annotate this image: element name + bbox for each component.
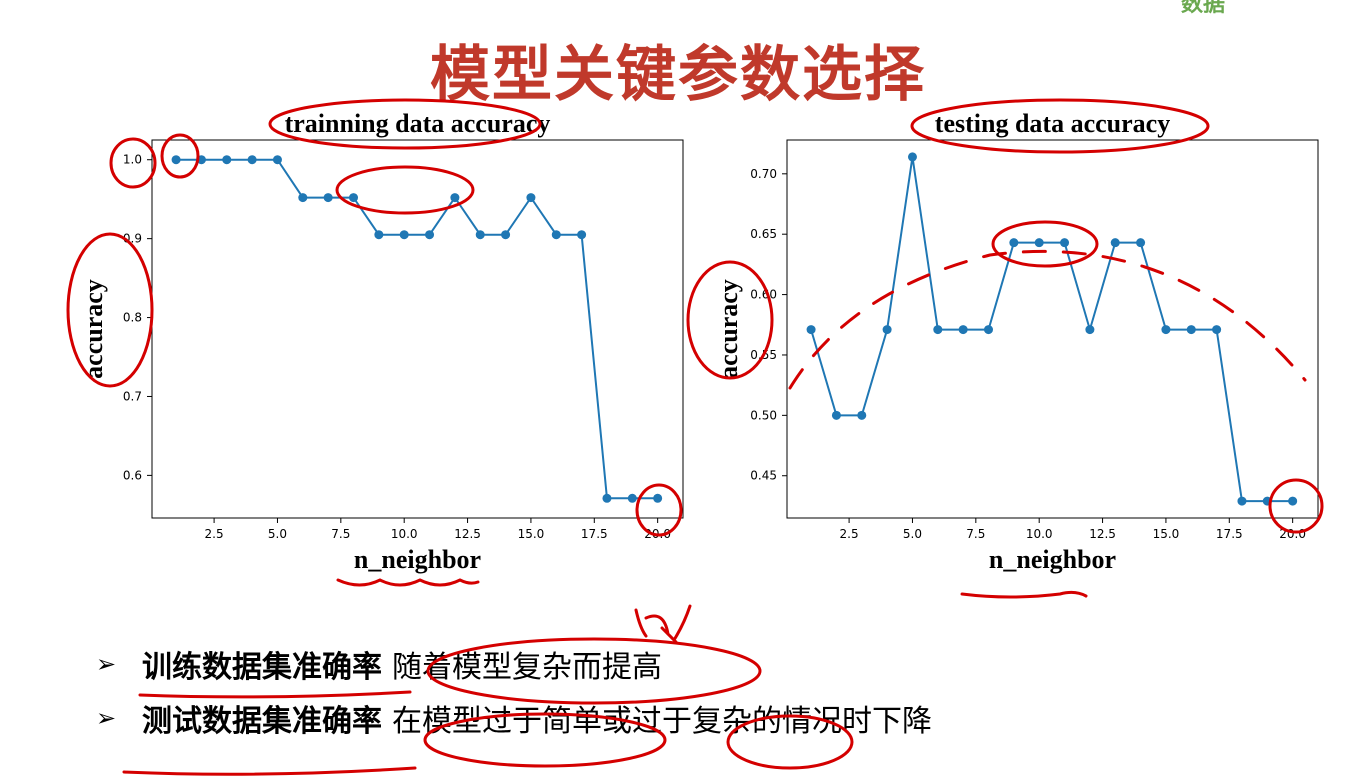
data-point <box>907 152 917 162</box>
x-tick-label: 12.5 <box>454 527 481 541</box>
data-point <box>806 325 816 335</box>
x-tick-label: 20.0 <box>1279 527 1306 541</box>
data-point <box>374 230 384 240</box>
data-point <box>627 493 637 503</box>
data-point <box>526 193 536 203</box>
x-tick-label: 2.5 <box>205 527 224 541</box>
data-point <box>298 193 308 203</box>
bullet-text: 随着模型复杂而提高 <box>392 650 662 685</box>
logo-text: 数据 <box>1181 0 1226 17</box>
data-point <box>1161 325 1171 335</box>
bullet-item-test: ➢ 测试数据集准确率 在模型过于简单或过于复杂的情况时下降 <box>96 694 932 742</box>
data-point <box>1034 238 1044 248</box>
x-tick-label: 10.0 <box>1026 527 1053 541</box>
x-tick-label: 5.0 <box>903 527 922 541</box>
bullet-arrow-icon: ➢ <box>96 650 117 678</box>
y-tick-label: 0.7 <box>123 389 142 403</box>
brand-logo: 数据 <box>1181 0 1356 18</box>
x-tick-label: 5.0 <box>268 527 287 541</box>
data-point <box>958 325 968 335</box>
data-point <box>1288 496 1298 506</box>
data-point <box>602 493 612 503</box>
x-tick-label: 7.5 <box>331 527 350 541</box>
y-tick-label: 0.65 <box>750 227 777 241</box>
data-point <box>247 155 257 165</box>
x-tick-label: 15.0 <box>1153 527 1180 541</box>
data-point <box>1212 325 1222 335</box>
x-tick-label: 10.0 <box>391 527 418 541</box>
y-tick-label: 0.70 <box>750 167 777 181</box>
y-tick-label: 0.45 <box>750 469 777 483</box>
data-point <box>831 410 841 420</box>
chart-title: testing data accuracy <box>935 109 1170 138</box>
data-point <box>1110 238 1120 248</box>
data-point <box>222 155 232 165</box>
y-tick-label: 0.50 <box>750 408 777 422</box>
y-tick-label: 0.6 <box>123 468 142 482</box>
x-tick-label: 2.5 <box>840 527 859 541</box>
slide-title: 模型关键参数选择 <box>430 40 926 110</box>
bullet-bold-text: 训练数据集准确率 <box>142 650 382 685</box>
x-axis-label: n_neighbor <box>989 545 1116 574</box>
bullet-arrow-icon: ➢ <box>96 704 117 732</box>
y-axis-label: accuracy <box>714 279 743 379</box>
y-tick-label: 0.55 <box>750 348 777 362</box>
data-point <box>1237 496 1247 506</box>
x-tick-label: 7.5 <box>966 527 985 541</box>
data-point <box>475 230 485 240</box>
bullet-list: ➢ 训练数据集准确率 随着模型复杂而提高 ➢ 测试数据集准确率 在模型过于简单或… <box>96 640 932 748</box>
data-point <box>984 325 994 335</box>
y-tick-label: 0.60 <box>750 288 777 302</box>
data-point <box>1085 325 1095 335</box>
data-point <box>1262 496 1272 506</box>
data-point <box>551 230 561 240</box>
x-tick-label: 12.5 <box>1089 527 1116 541</box>
data-point <box>425 230 435 240</box>
data-point <box>1009 238 1019 248</box>
x-tick-label: 17.5 <box>581 527 608 541</box>
data-point <box>933 325 943 335</box>
data-point <box>577 230 587 240</box>
data-point <box>399 230 409 240</box>
bullet-item-train: ➢ 训练数据集准确率 随着模型复杂而提高 <box>96 640 932 688</box>
x-tick-label: 17.5 <box>1216 527 1243 541</box>
x-axis-label: n_neighbor <box>354 545 481 574</box>
data-point <box>1136 238 1146 248</box>
data-point <box>1060 238 1070 248</box>
data-point <box>272 155 282 165</box>
x-tick-label: 15.0 <box>518 527 545 541</box>
plot-frame <box>786 139 1319 519</box>
data-point <box>1186 325 1196 335</box>
data-point <box>323 193 333 203</box>
data-point <box>857 410 867 420</box>
data-point <box>501 230 511 240</box>
bullet-bold-text: 测试数据集准确率 <box>142 704 382 739</box>
bullet-text: 在模型过于简单或过于复杂的情况时下降 <box>392 704 932 739</box>
data-point <box>882 325 892 335</box>
